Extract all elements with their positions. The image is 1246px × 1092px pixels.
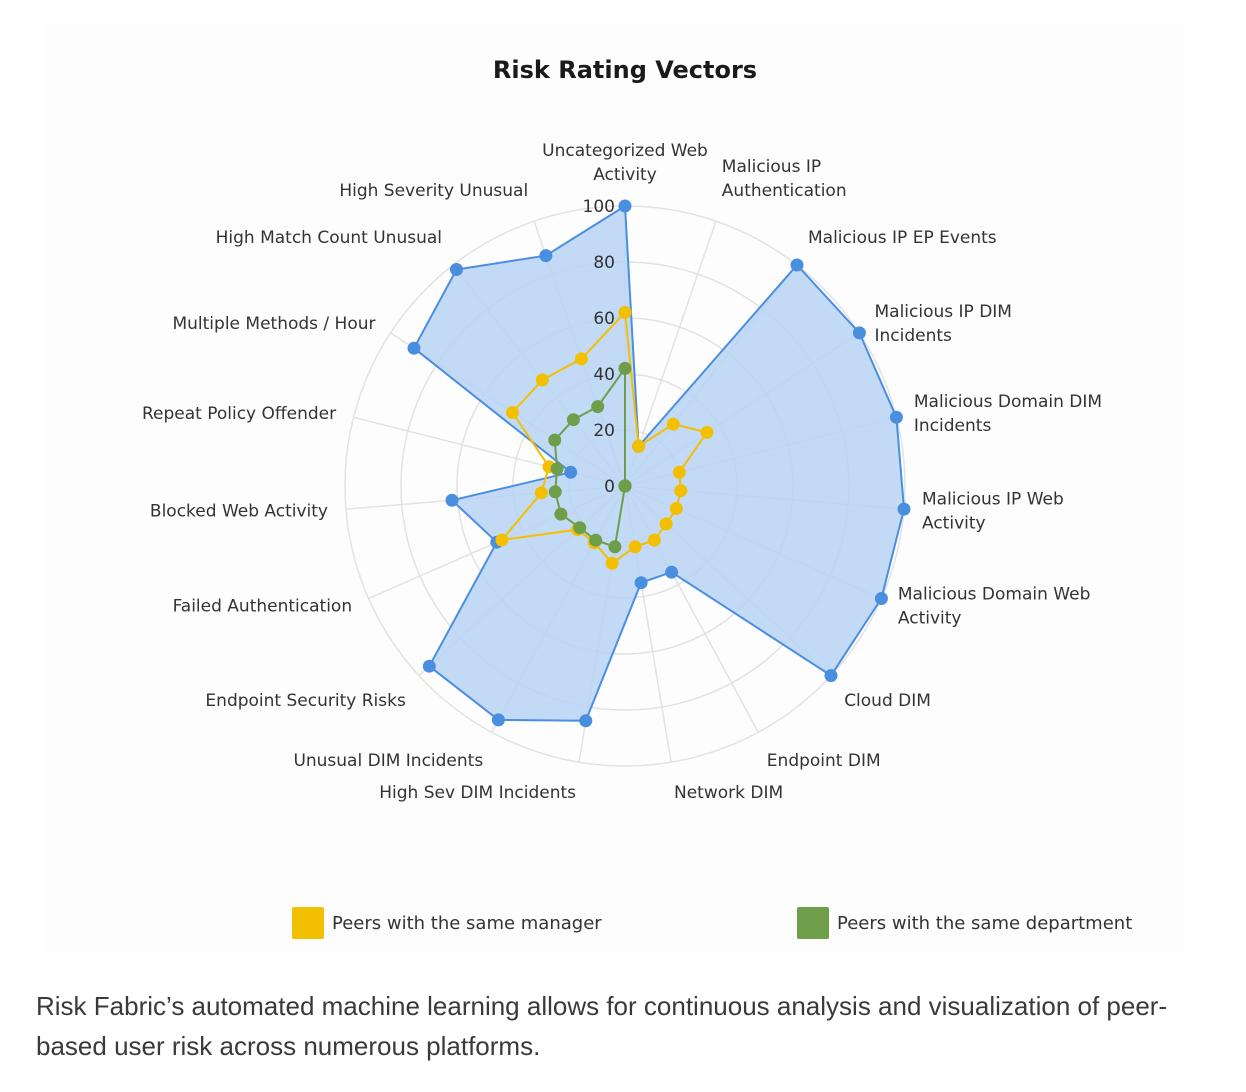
radar-chart: Risk Rating Vectors 0 20 40 60 80 100 Uncateg… [142,56,1132,939]
series-peers-with-the-same-manager-point [534,486,548,500]
radial-tick-label: 80 [593,253,615,273]
series-peers-with-the-same-manager-point [647,533,661,547]
series-peers-with-the-same-manager-line [499,310,709,565]
category-label: High Match Count Unusual [216,228,442,248]
series-peers-with-the-same-manager-point [632,439,646,453]
series-peers-with-the-same-department-point [573,521,587,535]
category-label: Malicious IP DIM Incidents [875,302,1012,346]
series-0-point [852,326,866,340]
category-label: Unusual DIM Incidents [293,751,483,771]
series-peers-with-the-same-department-point [591,400,605,414]
series-0-line [412,204,906,722]
series-0-point [450,263,463,276]
category-label: Multiple Methods / Hour [172,314,375,334]
series-peers-with-the-same-manager-point [506,406,519,419]
radial-tick-label: 100 [583,197,615,217]
category-label: High Sev DIM Incidents [379,783,576,803]
radial-tick-label: 0 [604,477,615,497]
radial-tick-label: 20 [593,421,615,441]
series-0-point [790,258,804,272]
series-peers-with-the-same-department-point [589,533,603,547]
category-label: Endpoint DIM [767,751,881,771]
series-0-point [491,713,505,727]
category-label: Uncategorized Web Activity [542,141,708,185]
category-label: Cloud DIM [844,691,931,711]
series-peers-with-the-same-department-point [548,433,562,447]
category-label: Repeat Policy Offender [142,404,336,424]
series-peers-with-the-same-department-point [554,507,568,521]
series-0-point [407,341,421,355]
series-peers-with-the-same-department-point [550,462,564,476]
category-label: Endpoint Security Risks [205,691,406,711]
category-label: Blocked Web Activity [150,502,328,522]
series-peers-with-the-same-manager-point [700,425,714,439]
chart-panel: Risk Rating Vectors 0 20 40 60 80 100 Uncateg… [44,24,1186,950]
category-label: Malicious IP EP Events [808,228,997,248]
series-peers-with-the-same-manager-point [628,540,642,554]
chart-title: Risk Rating Vectors [493,56,757,84]
legend-swatch-department [797,907,829,939]
series-peers-with-the-same-manager-point [495,533,509,547]
series-0-point [874,592,888,605]
series-0-point [897,502,911,516]
category-labels: Uncategorized Web Activity Malicious IP Aut… [142,141,1102,803]
series-peers-with-the-same-manager-point [574,352,588,366]
series-0-point [579,714,593,728]
series-0-point [539,249,553,263]
series-peers-with-the-same-department-point [548,485,562,499]
radar-series [407,199,911,728]
category-label: Malicious Domain Web Activity [898,585,1090,629]
series-peers-with-the-same-manager-point [535,373,549,387]
series-0-point [618,199,632,213]
series-0-point [634,576,648,590]
series-peers-with-the-same-manager-point [669,502,683,515]
category-label: Failed Authentication [173,597,353,617]
series-peers-with-the-same-manager-point [659,517,673,531]
category-label: High Severity Unusual [339,181,528,201]
category-label: Network DIM [674,783,783,803]
legend: Peers with the same manager Peers with t… [292,907,1132,939]
legend-label-manager: Peers with the same manager [332,913,602,934]
category-label: Malicious IP Authentication [722,157,847,201]
category-label: Malicious IP Web Activity [922,490,1064,534]
series-peers-with-the-same-manager-point [672,465,686,479]
radial-axis-ticks: 0 20 40 60 80 100 [583,197,615,497]
legend-label-department: Peers with the same department [837,913,1132,934]
series-peers-with-the-same-department-point [618,479,632,493]
series-peers-with-the-same-department-point [566,413,580,427]
series-0-point [564,465,578,479]
series-0-point [422,659,436,673]
series-0-point [665,565,679,579]
radial-tick-label: 60 [593,309,615,329]
figure-caption: Risk Fabric’s automated machine learning… [36,991,1168,1061]
series-0-point [889,410,903,424]
category-label: Malicious Domain DIM Incidents [914,392,1102,436]
series-peers-with-the-same-manager-point [605,556,619,570]
series-0-point [445,493,459,507]
series-peers-with-the-same-manager-point [666,417,680,431]
series-0-point [824,669,838,683]
radial-tick-label: 40 [593,365,615,385]
series-peers-with-the-same-manager-point [618,305,632,319]
series-peers-with-the-same-department-point [618,361,632,375]
series-peers-with-the-same-manager-point [674,484,688,498]
legend-swatch-manager [292,907,324,939]
series-peers-with-the-same-department-point [608,540,622,554]
